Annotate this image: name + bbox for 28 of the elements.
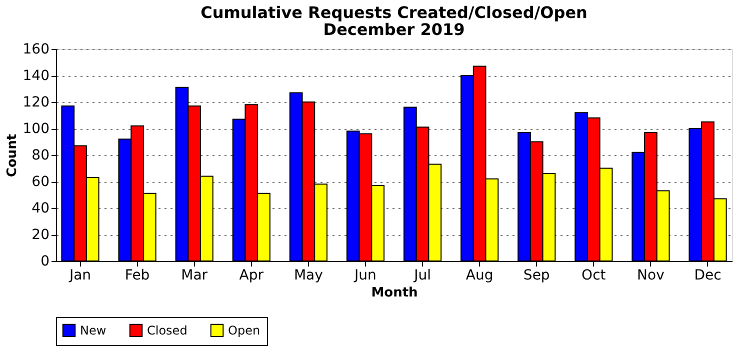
chart-subtitle: December 2019 (323, 20, 465, 39)
y-tick-label: 20 (32, 227, 50, 243)
x-axis-title: Month (371, 286, 418, 300)
x-tick-label: Jul (413, 268, 431, 284)
x-tick-label: Jun (354, 268, 376, 284)
y-tick-label: 60 (32, 174, 50, 190)
x-tick-label: Aug (466, 268, 494, 284)
y-tick-label: 100 (22, 121, 50, 137)
chart-title: Cumulative Requests Created/Closed/Open (200, 3, 588, 22)
x-tick-label: Apr (239, 268, 264, 284)
x-tick-label: Jan (68, 268, 92, 284)
y-axis-title: Count (4, 134, 20, 178)
y-tick-label: 140 (22, 68, 50, 84)
y-tick-label: 0 (40, 254, 50, 270)
legend-label: Closed (147, 323, 188, 338)
y-tick-label: 160 (22, 42, 50, 58)
x-tick-label: Feb (124, 268, 150, 284)
x-tick-label: Oct (582, 268, 606, 284)
legend-label: New (80, 323, 106, 338)
x-tick-label: Sep (523, 268, 550, 284)
y-tick-label: 120 (22, 94, 50, 110)
x-tick-label: Dec (694, 268, 722, 284)
y-tick-label: 40 (32, 200, 50, 216)
legend-label: Open (228, 323, 260, 338)
x-tick-label: May (294, 268, 323, 284)
y-tick-label: 80 (32, 148, 50, 164)
x-tick-label: Nov (637, 268, 664, 284)
x-tick-label: Mar (181, 268, 208, 284)
